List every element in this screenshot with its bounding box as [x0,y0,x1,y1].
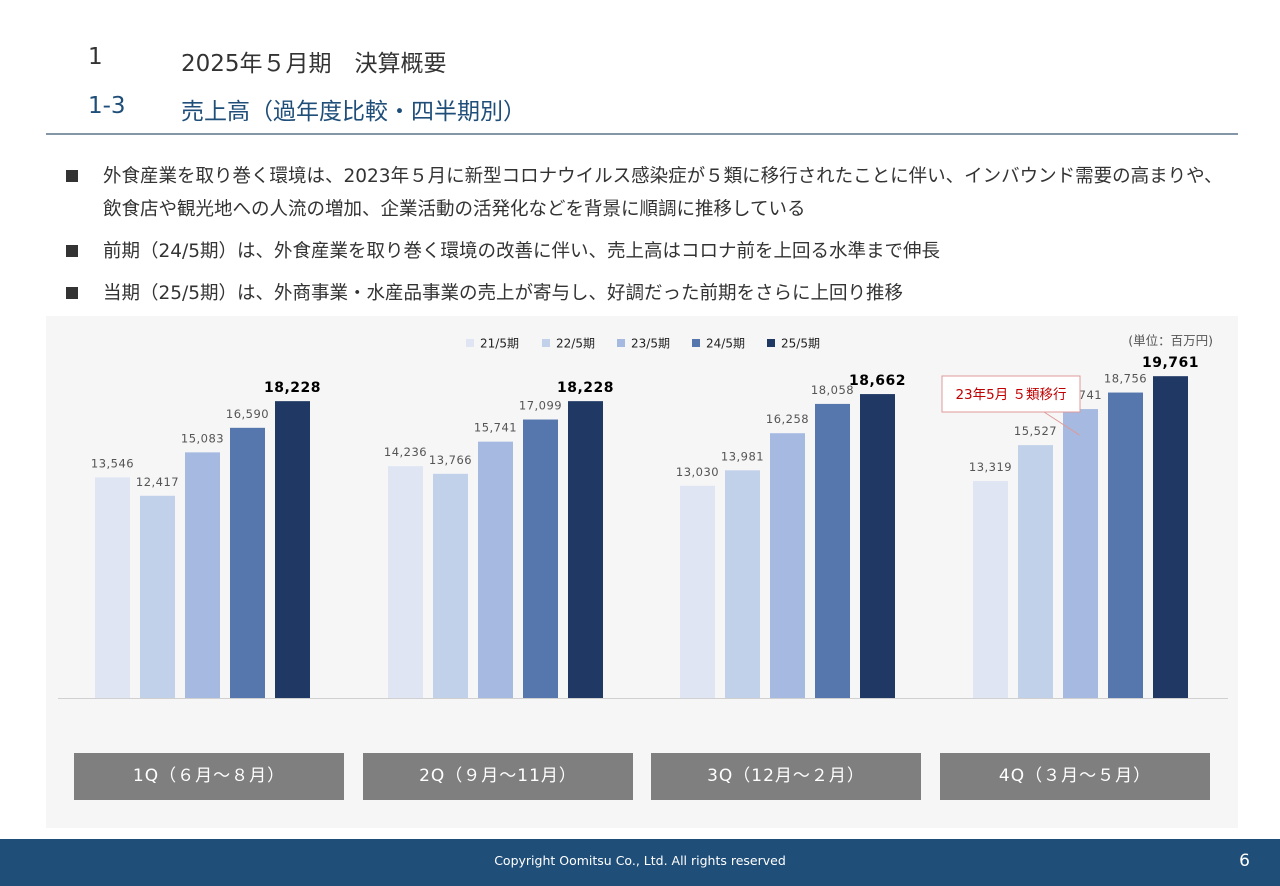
copyright-text: Copyright Oomitsu Co., Ltd. All rights r… [494,853,786,868]
bar [680,485,715,698]
subsection-number: 1-3 [88,93,126,119]
bullet-text: 外食産業を取り巻く環境は、2023年５月に新型コロナウイルス感染症が５類に移行さ… [103,166,1223,220]
data-label: 13,030 [676,465,719,479]
data-label: 18,756 [1104,372,1147,386]
data-label: 18,058 [811,383,854,397]
data-label: 17,099 [519,399,562,413]
data-label: 13,319 [969,460,1012,474]
bar [478,441,513,698]
sales-bar-chart: 21/5期 22/5期 23/5期 24/5期 25/5期 (単位：百万円)13,5461… [58,333,1228,699]
bar [568,401,603,698]
bar [140,495,175,698]
data-label: 15,083 [181,431,224,445]
quarter-label-4q: 4Q（３月～５月） [940,753,1210,800]
bar [860,394,895,698]
section-title: 2025年５月期 決算概要 [181,51,447,77]
data-label: 18,662 [849,373,906,389]
data-label: 13,766 [429,453,472,467]
data-label: 14,236 [384,445,427,459]
footer-bar: Copyright Oomitsu Co., Ltd. All rights r… [0,839,1280,886]
legend-swatch [466,339,474,347]
legend-swatch [617,339,625,347]
subsection-title: 売上高（過年度比較・四半期別） [181,99,526,125]
bar [770,433,805,698]
quarter-label-1q: 1Q（６月～８月） [74,753,344,800]
annotation-leader-line [1043,411,1080,436]
bar [185,452,220,698]
legend-label: 25/5期 [781,337,820,351]
bar [95,477,130,698]
legend-label: 23/5期 [631,337,670,351]
data-label: 16,590 [226,407,269,421]
bullet-text: 前期（24/5期）は、外食産業を取り巻く環境の改善に伴い、売上高はコロナ前を上回… [103,241,941,262]
bar [1063,409,1098,698]
data-label: 12,417 [136,475,179,489]
square-bullet-icon [66,287,78,299]
header-divider [46,133,1238,135]
square-bullet-icon [66,170,78,182]
chart-panel: 21/5期 22/5期 23/5期 24/5期 25/5期 (単位：百万円) 13,546 1… [46,316,1238,828]
bullet-item: 前期（24/5期）は、外食産業を取り巻く環境の改善に伴い、売上高はコロナ前を上回… [66,235,1226,268]
legend-swatch [692,339,700,347]
legend-label: 21/5期 [480,337,519,351]
bar [725,470,760,698]
data-label: 15,527 [1014,424,1057,438]
unit-label: (単位：百万円) [1128,333,1213,348]
bullet-text: 当期（25/5期）は、外商事業・水産品事業の売上が寄与し、好調だった前期をさらに… [103,283,904,304]
annotation-box [941,375,1081,413]
square-bullet-icon [66,245,78,257]
bar [275,401,310,698]
bar [1153,376,1188,698]
bar [388,466,423,698]
annotation-text: 23年5月 ５類移行 [955,387,1066,403]
legend-label: 24/5期 [706,337,745,351]
bullet-list: 外食産業を取り巻く環境は、2023年５月に新型コロナウイルス感染症が５類に移行さ… [66,160,1226,319]
bullet-item: 外食産業を取り巻く環境は、2023年５月に新型コロナウイルス感染症が５類に移行さ… [66,160,1226,226]
quarter-label-2q: 2Q（９月～11月） [363,753,633,800]
quarter-label-3q: 3Q（12月～２月） [651,753,921,800]
data-label: 18,228 [264,380,321,396]
legend-label: 22/5期 [556,337,595,351]
bar [973,481,1008,698]
bar [523,419,558,698]
bullet-item: 当期（25/5期）は、外商事業・水産品事業の売上が寄与し、好調だった前期をさらに… [66,277,1226,310]
bar [1108,392,1143,698]
legend-swatch [542,339,550,347]
bar [1018,445,1053,698]
bar [433,473,468,698]
data-label: 19,761 [1142,355,1199,371]
legend-swatch [767,339,775,347]
section-number: 1 [88,44,103,70]
data-label: 13,546 [91,456,134,470]
data-label: 16,258 [766,412,809,426]
bar [230,427,265,698]
data-label: 13,981 [721,449,764,463]
data-label: 15,741 [474,421,517,435]
data-label: 18,228 [557,380,614,396]
bar [815,403,850,698]
page-number: 6 [1239,851,1250,871]
